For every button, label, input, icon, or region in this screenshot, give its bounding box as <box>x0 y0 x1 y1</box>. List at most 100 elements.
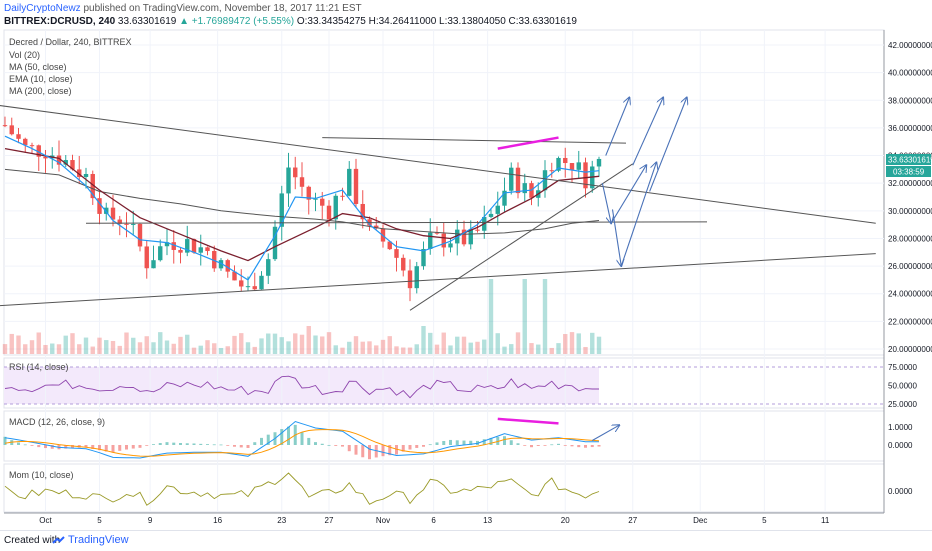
candle-body <box>266 259 271 276</box>
volume-bar <box>333 345 338 354</box>
candle-body <box>124 223 129 225</box>
volume-bar <box>434 344 440 354</box>
candle-body <box>347 168 352 196</box>
macd-histogram-bar <box>138 445 142 448</box>
volume-bar <box>266 333 271 354</box>
volume-bar <box>313 335 318 354</box>
author-link[interactable]: DailyCryptoNewz <box>4 3 81 14</box>
countdown-text: 03:38:59 <box>893 168 925 177</box>
candle-body <box>421 248 426 267</box>
volume-bar <box>563 334 568 354</box>
volume-bar <box>97 337 102 354</box>
macd-histogram-bar <box>280 429 284 445</box>
time-tick-label: 27 <box>325 516 334 525</box>
published-text: published on TradingView.com, November 1… <box>83 3 362 14</box>
price-tick-label: 38.00000000 <box>888 96 932 105</box>
macd-histogram-bar <box>125 445 128 450</box>
price-tick-label: 32.00000000 <box>888 179 932 188</box>
rsi-tick-label: 75.0000 <box>888 363 917 372</box>
candle-body <box>23 138 28 146</box>
time-tick-label: Oct <box>39 516 52 525</box>
rsi-line <box>4 375 599 399</box>
legend-title: Decred / Dollar, 240, BITTREX <box>9 37 132 47</box>
candle-body <box>293 167 298 178</box>
macd-histogram-bar <box>449 439 452 445</box>
tradingview-logo-icon <box>52 536 65 544</box>
rsi-tick-label: 25.0000 <box>888 400 917 409</box>
candle-body <box>286 167 291 194</box>
macd-histogram-bar <box>543 445 547 446</box>
macd-histogram-bar <box>145 445 149 446</box>
macd-pane[interactable] <box>3 410 885 462</box>
candle-body <box>239 280 244 287</box>
time-tick-label: Dec <box>693 516 707 525</box>
price-badge-text: 33.63301619 <box>888 156 932 165</box>
macd-histogram-bar <box>388 445 392 456</box>
mom-pane[interactable] <box>3 463 885 513</box>
volume-bar <box>212 343 217 354</box>
volume-bar <box>475 341 480 354</box>
macd-tick-label: 1.0000 <box>888 423 913 432</box>
rsi-label: RSI (14, close) <box>9 362 69 372</box>
macd-histogram-bar <box>320 443 324 445</box>
main-pane[interactable] <box>3 29 885 356</box>
macd-projection-arrow <box>591 425 619 441</box>
macd-histogram-bar <box>233 445 236 447</box>
candle-body <box>56 155 62 165</box>
candle-body <box>569 163 575 170</box>
volume-bar <box>596 336 602 354</box>
macd-histogram-bar <box>91 445 95 450</box>
candle-body <box>16 134 21 139</box>
volume-bar <box>340 347 345 354</box>
candle-body <box>461 229 467 245</box>
macd-histogram-bar <box>435 442 439 445</box>
volume-bar <box>158 332 163 354</box>
volume-bar <box>590 332 595 354</box>
tradingview-brand[interactable]: TradingView <box>68 534 129 546</box>
sub-pane-series <box>3 375 620 506</box>
volume-bar <box>529 343 534 354</box>
candle-body <box>212 251 217 269</box>
candle-body <box>326 205 332 220</box>
macd-histogram-bar <box>422 445 425 447</box>
price-change: ▲ +1.76989472 (+5.55%) <box>179 16 295 27</box>
macd-histogram-bar <box>192 443 196 445</box>
macd-histogram-bar <box>415 445 419 448</box>
candle-body <box>448 243 453 248</box>
candle-body <box>191 239 197 253</box>
volume-bar <box>56 344 62 354</box>
projection-arrow <box>601 183 611 223</box>
legend-ma50: MA (50, close) <box>9 62 67 72</box>
macd-histogram-bar <box>253 442 257 445</box>
volume-bar <box>293 333 298 354</box>
candle-body <box>313 198 318 200</box>
macd-histogram-bar <box>152 444 155 445</box>
volume-bar <box>83 337 89 354</box>
volume-bar <box>185 334 190 354</box>
candle-body <box>144 246 149 269</box>
macd-histogram-bar <box>226 445 230 446</box>
candle-body <box>137 223 143 247</box>
candle-body <box>245 286 251 288</box>
last-price: 33.63301619 <box>117 16 177 27</box>
macd-histogram-bar <box>64 445 68 449</box>
macd-histogram-bar <box>172 442 176 445</box>
macd-histogram-bar <box>3 436 7 445</box>
macd-histogram-bar <box>206 444 209 445</box>
candle-body <box>63 160 68 165</box>
macd-histogram-bar <box>361 445 365 458</box>
trendline <box>85 221 708 224</box>
candle-body <box>576 162 581 170</box>
time-tick-label: 5 <box>762 516 767 525</box>
rsi-band <box>4 367 599 404</box>
volume-bar <box>70 333 75 354</box>
time-tick-label: 11 <box>821 516 830 525</box>
macd-histogram-bar <box>50 445 54 449</box>
volume-bar <box>29 340 35 354</box>
indicator-lines <box>4 135 600 281</box>
price-chart[interactable]: 42.00000000 40.00000000 38.00000000 36.0000… <box>0 0 932 530</box>
candle-body <box>110 207 116 220</box>
volume-bar <box>569 332 575 354</box>
candle-body <box>299 177 305 187</box>
macd-histogram-bar <box>496 436 500 445</box>
